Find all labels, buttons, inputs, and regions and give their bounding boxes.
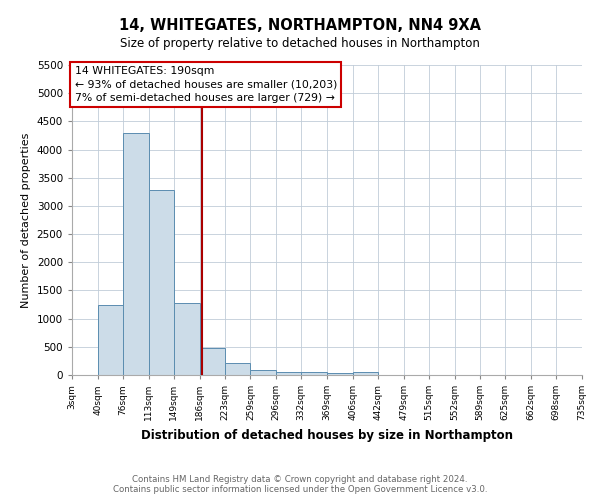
Text: Contains public sector information licensed under the Open Government Licence v3: Contains public sector information licen… (113, 485, 487, 494)
Bar (353, 372, 378, 375)
Bar (276, 372, 301, 375)
Bar (250, 370, 276, 375)
Text: 14 WHITEGATES: 190sqm
← 93% of detached houses are smaller (10,203)
7% of semi-d: 14 WHITEGATES: 190sqm ← 93% of detached … (75, 66, 337, 102)
Text: 14, WHITEGATES, NORTHAMPTON, NN4 9XA: 14, WHITEGATES, NORTHAMPTON, NN4 9XA (119, 18, 481, 32)
Text: Size of property relative to detached houses in Northampton: Size of property relative to detached ho… (120, 38, 480, 51)
Bar (98, 304, 123, 375)
Bar (149, 190, 174, 375)
Y-axis label: Number of detached properties: Number of detached properties (21, 132, 31, 308)
Bar (199, 348, 225, 375)
Bar (123, 132, 149, 375)
Bar (225, 362, 250, 375)
Bar (301, 372, 327, 375)
Bar (327, 372, 353, 375)
Bar (174, 303, 199, 375)
X-axis label: Distribution of detached houses by size in Northampton: Distribution of detached houses by size … (141, 428, 513, 442)
Text: Contains HM Land Registry data © Crown copyright and database right 2024.: Contains HM Land Registry data © Crown c… (132, 475, 468, 484)
